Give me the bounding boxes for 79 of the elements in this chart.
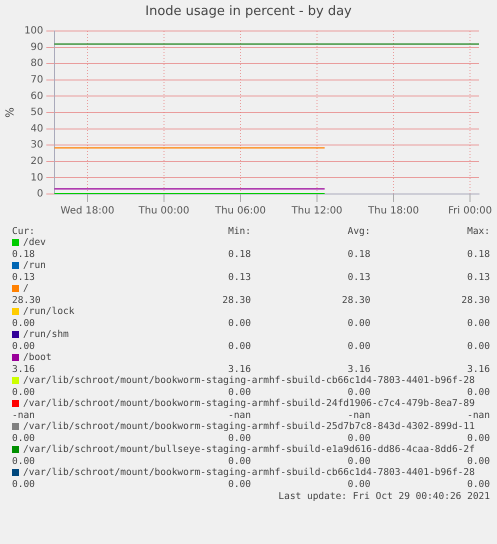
- text: Avg:: [346, 226, 370, 237]
- y-tick-label: 50: [30, 107, 44, 118]
- text: 0.00: [466, 387, 490, 398]
- text: 0.00: [227, 456, 251, 467]
- x-tick-label: Wed 18:00: [60, 206, 114, 217]
- text: 0.00: [466, 341, 490, 352]
- x-tick-label: Thu 06:00: [214, 206, 266, 217]
- text: 0.00: [12, 387, 36, 398]
- x-tick-label: Fri 00:00: [448, 206, 492, 217]
- text: 0.00: [227, 433, 251, 444]
- text: 0.00: [227, 341, 251, 352]
- text: Max:: [466, 226, 490, 237]
- text: -nan: [227, 410, 251, 421]
- text: 28.30: [12, 295, 42, 306]
- text: 0.00: [346, 479, 370, 490]
- legend-label: /run/lock: [23, 306, 74, 318]
- text: 0.13: [227, 272, 251, 283]
- text: 0.00: [227, 387, 251, 398]
- y-axis-title: %: [3, 107, 16, 118]
- text: 0.00: [12, 318, 36, 329]
- x-tick-label: Thu 12:00: [290, 206, 342, 217]
- y-tick-label: 0: [36, 188, 44, 200]
- text: 0.13: [346, 272, 370, 283]
- legend-label: /var/lib/schroot/mount/bookworm-staging-armhf-sbuild-24fd1906-c7c4-479b-8ea7-89: [23, 398, 475, 410]
- text: 3.16: [346, 364, 370, 375]
- text: -nan: [346, 410, 370, 421]
- text: 0.00: [12, 479, 36, 490]
- text: Last update: Fri Oct 29 00:40:26 2021: [277, 491, 490, 502]
- text: 0.00: [12, 341, 36, 352]
- text: -nan: [466, 410, 490, 421]
- legend-label: /run/shm: [23, 329, 69, 341]
- text: -nan: [12, 410, 36, 421]
- chart-title: Inode usage in percent - by day: [144, 3, 353, 21]
- y-tick-label: 40: [30, 123, 44, 134]
- text: Cur:: [12, 226, 36, 237]
- text: 0.00: [346, 433, 370, 444]
- text: 0.00: [346, 318, 370, 329]
- text: 3.16: [227, 364, 251, 375]
- legend-label: /boot: [23, 352, 52, 364]
- y-tick-label: 100: [24, 26, 44, 37]
- text: 28.30: [460, 295, 490, 306]
- legend-label: /var/lib/schroot/mount/bullseye-staging-armhf-sbuild-e1a9d616-dd86-4caa-8dd6-2f: [23, 444, 475, 456]
- text: 0.00: [12, 456, 36, 467]
- x-tick-label: Thu 18:00: [367, 206, 419, 217]
- legend-label: /: [23, 283, 29, 295]
- y-tick-label: 30: [30, 140, 44, 151]
- legend-label: /run: [23, 260, 46, 272]
- legend-label: /dev: [23, 237, 46, 249]
- text: 0.18: [227, 249, 251, 260]
- text: 28.30: [221, 295, 251, 306]
- text: 0.13: [466, 272, 490, 283]
- text: 0.13: [12, 272, 36, 283]
- text: 0.00: [466, 433, 490, 444]
- x-tick-label: Thu 00:00: [138, 206, 190, 217]
- text: 0.00: [346, 387, 370, 398]
- legend-label: /var/lib/schroot/mount/bookworm-staging-armhf-sbuild-cb66c1d4-7803-4401-b96f-28: [23, 467, 475, 479]
- y-tick-label: 60: [30, 90, 44, 102]
- text: 0.00: [346, 341, 370, 352]
- legend-label: /var/lib/schroot/mount/bookworm-staging-armhf-sbuild-cb66c1d4-7803-4401-b96f-28: [23, 375, 475, 387]
- y-tick-label: 90: [30, 42, 44, 53]
- text: Min:: [227, 226, 251, 237]
- text: 0.00: [346, 456, 370, 467]
- y-tick-label: 70: [30, 74, 44, 86]
- text: 0.00: [12, 433, 36, 444]
- text: 0.18: [466, 249, 490, 260]
- text: 0.00: [227, 318, 251, 329]
- y-tick-label: 20: [30, 156, 44, 167]
- y-tick-label: 10: [30, 172, 44, 184]
- text: 28.30: [340, 295, 370, 306]
- text: 0.00: [466, 318, 490, 329]
- text: 0.18: [12, 249, 36, 260]
- legend-label: /var/lib/schroot/mount/bookworm-staging-armhf-sbuild-25d7b7c8-843d-4302-899d-11: [23, 421, 475, 433]
- text: 3.16: [12, 364, 36, 375]
- text: 0.00: [466, 456, 490, 467]
- text: 0.00: [227, 479, 251, 490]
- text: 3.16: [466, 364, 490, 375]
- text: 0.00: [466, 479, 490, 490]
- y-tick-label: 80: [30, 58, 44, 70]
- text: 0.18: [346, 249, 370, 260]
